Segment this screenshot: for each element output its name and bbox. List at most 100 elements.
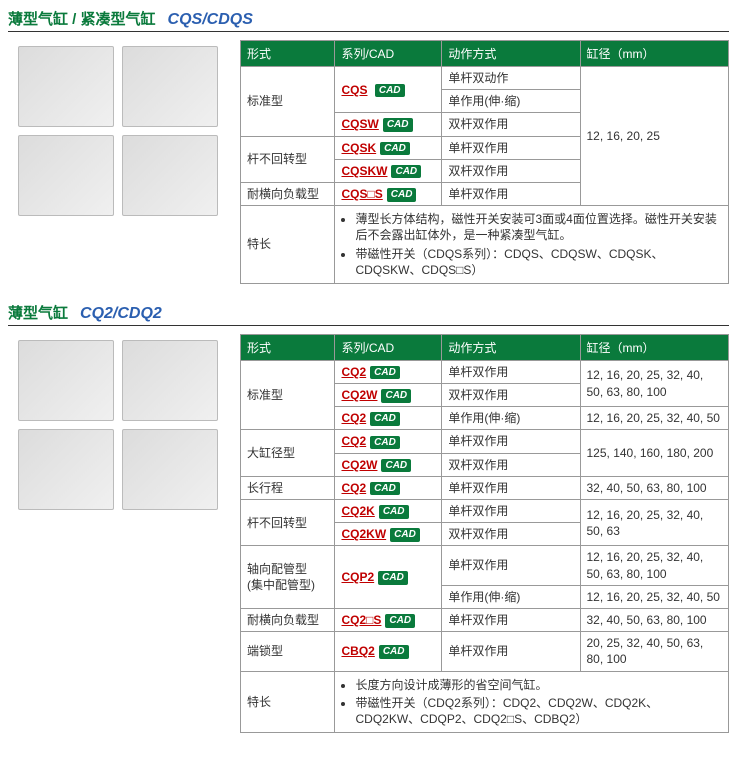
feature-item: 带磁性开关（CDQ2系列）：CDQ2、CDQ2W、CDQ2K、CDQ2KW、CD… bbox=[355, 695, 722, 727]
type-cell: 长行程 bbox=[241, 476, 335, 499]
series-link[interactable]: CQSK bbox=[341, 141, 376, 155]
series-cell: CQS□S CAD bbox=[335, 182, 442, 205]
bore-cell: 125, 140, 160, 180, 200 bbox=[580, 430, 729, 476]
feature-item: 薄型长方体结构，磁性开关安装可3面或4面位置选择。磁性开关安装后不会露出缸体外，… bbox=[355, 211, 722, 243]
th-bore: 缸径（mm） bbox=[580, 334, 729, 360]
cylinder-image-placeholder bbox=[18, 46, 218, 216]
section1-table: 形式系列/CAD动作方式缸径（mm）标准型CQS CAD单杆双动作12, 16,… bbox=[240, 40, 729, 284]
features-label: 特长 bbox=[241, 206, 335, 284]
bore-cell: 12, 16, 20, 25, 32, 40, 50, 63 bbox=[580, 500, 729, 546]
th-type: 形式 bbox=[241, 41, 335, 67]
series-cell: CQ2 CAD bbox=[335, 476, 442, 499]
cad-badge[interactable]: CAD bbox=[380, 142, 410, 156]
cad-badge[interactable]: CAD bbox=[370, 436, 400, 450]
type-cell: 标准型 bbox=[241, 360, 335, 430]
series-link[interactable]: CQ2KW bbox=[341, 527, 386, 541]
section1-title: 薄型气缸 / 紧凑型气缸 CQS/CDQS bbox=[8, 8, 729, 32]
cad-badge[interactable]: CAD bbox=[378, 571, 408, 585]
series-link[interactable]: CQ2□S bbox=[341, 613, 381, 627]
bore-cell: 12, 16, 20, 25 bbox=[580, 67, 729, 206]
type-cell: 耐横向负载型 bbox=[241, 182, 335, 205]
cad-badge[interactable]: CAD bbox=[381, 389, 411, 403]
series-link[interactable]: CQ2 bbox=[341, 411, 366, 425]
cad-badge[interactable]: CAD bbox=[381, 459, 411, 473]
action-cell: 双杆双作用 bbox=[442, 384, 580, 407]
bore-cell: 20, 25, 32, 40, 50, 63, 80, 100 bbox=[580, 632, 729, 671]
feature-item: 带磁性开关（CDQS系列）：CDQS、CDQSW、CDQSK、CDQSKW、CD… bbox=[355, 246, 722, 278]
series-cell: CQ2 CAD bbox=[335, 430, 442, 453]
section2-image bbox=[8, 334, 228, 733]
th-action: 动作方式 bbox=[442, 41, 580, 67]
cad-badge[interactable]: CAD bbox=[390, 528, 420, 542]
series-link[interactable]: CQ2 bbox=[341, 365, 366, 379]
type-cell: 大缸径型 bbox=[241, 430, 335, 476]
type-cell: 端锁型 bbox=[241, 632, 335, 671]
series-link[interactable]: CQ2W bbox=[341, 388, 377, 402]
cad-badge[interactable]: CAD bbox=[375, 84, 405, 98]
cad-badge[interactable]: CAD bbox=[391, 165, 421, 179]
cad-badge[interactable]: CAD bbox=[387, 188, 417, 202]
action-cell: 单杆双作用 bbox=[442, 632, 580, 671]
features-label: 特长 bbox=[241, 671, 335, 733]
section1-title-cn: 薄型气缸 / 紧凑型气缸 bbox=[8, 8, 156, 29]
section2-title-cn: 薄型气缸 bbox=[8, 302, 68, 323]
series-link[interactable]: CQSW bbox=[341, 117, 378, 131]
series-link[interactable]: CQS bbox=[341, 83, 367, 97]
th-series: 系列/CAD bbox=[335, 334, 442, 360]
series-link[interactable]: CQP2 bbox=[341, 570, 374, 584]
action-cell: 单杆双动作 bbox=[442, 67, 580, 90]
cad-badge[interactable]: CAD bbox=[370, 366, 400, 380]
section2-title: 薄型气缸 CQ2/CDQ2 bbox=[8, 302, 729, 326]
th-series: 系列/CAD bbox=[335, 41, 442, 67]
section1-image bbox=[8, 40, 228, 284]
action-cell: 单杆双作用 bbox=[442, 500, 580, 523]
cad-badge[interactable]: CAD bbox=[383, 118, 413, 132]
series-link[interactable]: CQ2W bbox=[341, 458, 377, 472]
series-cell: CBQ2 CAD bbox=[335, 632, 442, 671]
series-cell: CQ2□S CAD bbox=[335, 608, 442, 631]
cad-badge[interactable]: CAD bbox=[385, 614, 415, 628]
series-link[interactable]: CQS□S bbox=[341, 187, 382, 201]
cad-badge[interactable]: CAD bbox=[379, 505, 409, 519]
action-cell: 双杆双作用 bbox=[442, 113, 580, 136]
action-cell: 单杆双作用 bbox=[442, 546, 580, 585]
bore-cell: 12, 16, 20, 25, 32, 40, 50 bbox=[580, 585, 729, 608]
action-cell: 单杆双作用 bbox=[442, 476, 580, 499]
features-cell: 薄型长方体结构，磁性开关安装可3面或4面位置选择。磁性开关安装后不会露出缸体外，… bbox=[335, 206, 729, 284]
series-link[interactable]: CQ2 bbox=[341, 481, 366, 495]
series-cell: CQS CAD bbox=[335, 67, 442, 113]
action-cell: 单杆双作用 bbox=[442, 608, 580, 631]
series-cell: CQSK CAD bbox=[335, 136, 442, 159]
action-cell: 单杆双作用 bbox=[442, 360, 580, 383]
type-cell: 杆不回转型 bbox=[241, 500, 335, 546]
action-cell: 单作用(伸·缩) bbox=[442, 90, 580, 113]
action-cell: 双杆双作用 bbox=[442, 523, 580, 546]
section1-title-en: CQS/CDQS bbox=[168, 11, 253, 29]
action-cell: 单杆双作用 bbox=[442, 430, 580, 453]
type-cell: 轴向配管型(集中配管型) bbox=[241, 546, 335, 609]
feature-item: 长度方向设计成薄形的省空间气缸。 bbox=[355, 677, 722, 693]
bore-cell: 32, 40, 50, 63, 80, 100 bbox=[580, 608, 729, 631]
features-cell: 长度方向设计成薄形的省空间气缸。带磁性开关（CDQ2系列）：CDQ2、CDQ2W… bbox=[335, 671, 729, 733]
action-cell: 双杆双作用 bbox=[442, 453, 580, 476]
action-cell: 单杆双作用 bbox=[442, 136, 580, 159]
bore-cell: 32, 40, 50, 63, 80, 100 bbox=[580, 476, 729, 499]
series-link[interactable]: CQSKW bbox=[341, 164, 387, 178]
series-cell: CQP2 CAD bbox=[335, 546, 442, 609]
bore-cell: 12, 16, 20, 25, 32, 40, 50, 63, 80, 100 bbox=[580, 360, 729, 406]
cad-badge[interactable]: CAD bbox=[379, 645, 409, 659]
series-cell: CQ2KW CAD bbox=[335, 523, 442, 546]
section2-table: 形式系列/CAD动作方式缸径（mm）标准型CQ2CAD单杆双作用12, 16, … bbox=[240, 334, 729, 733]
series-cell: CQ2W CAD bbox=[335, 384, 442, 407]
cad-badge[interactable]: CAD bbox=[370, 482, 400, 496]
section2-title-en: CQ2/CDQ2 bbox=[80, 305, 162, 323]
th-type: 形式 bbox=[241, 334, 335, 360]
series-link[interactable]: CBQ2 bbox=[341, 644, 374, 658]
cad-badge[interactable]: CAD bbox=[370, 412, 400, 426]
series-link[interactable]: CQ2 bbox=[341, 434, 366, 448]
type-cell: 标准型 bbox=[241, 67, 335, 137]
series-link[interactable]: CQ2K bbox=[341, 504, 374, 518]
series-cell: CQSW CAD bbox=[335, 113, 442, 136]
type-cell: 耐横向负载型 bbox=[241, 608, 335, 631]
th-bore: 缸径（mm） bbox=[580, 41, 729, 67]
